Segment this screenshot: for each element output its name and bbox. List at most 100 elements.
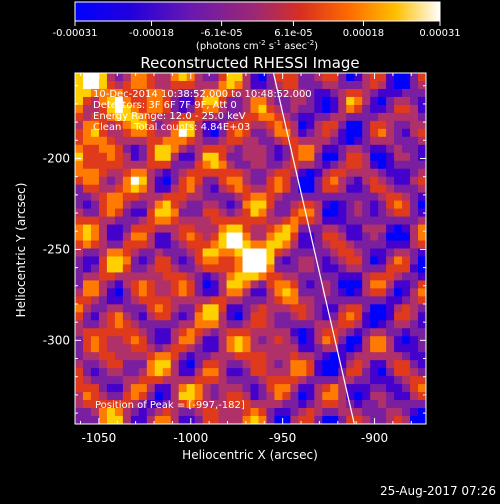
heatmap-cell (322, 176, 331, 186)
heatmap-cell (282, 344, 291, 353)
heatmap-cell (298, 352, 307, 361)
heatmap-cell (170, 216, 180, 225)
heatmap-cell (386, 216, 395, 225)
heatmap-cell (75, 184, 84, 194)
heatmap-cell (106, 352, 116, 361)
heatmap-cell (298, 120, 307, 130)
heatmap-cell (242, 360, 251, 369)
heatmap-cell (258, 232, 267, 241)
heatmap-cell (194, 192, 204, 202)
heatmap-cell (386, 352, 395, 361)
heatmap-cell (122, 336, 132, 345)
heatmap-cell (290, 136, 299, 146)
heatmap-cell (98, 288, 108, 297)
heatmap-cell (346, 200, 355, 210)
heatmap-cell (146, 96, 156, 106)
heatmap-cell (282, 272, 291, 281)
heatmap-cell (410, 128, 419, 138)
heatmap-cell (130, 73, 140, 82)
heatmap-cell (298, 264, 307, 273)
heatmap-cell (146, 152, 156, 162)
heatmap-cell (346, 416, 355, 424)
heatmap-cell (378, 168, 387, 178)
heatmap-cell (362, 392, 371, 401)
heatmap-cell (130, 200, 140, 210)
heatmap-cell (250, 168, 259, 178)
heatmap-cell (346, 296, 355, 305)
heatmap-cell (82, 400, 92, 409)
heatmap-cell (202, 392, 212, 401)
heatmap-cell (194, 128, 204, 138)
heatmap-cell (170, 328, 180, 337)
heatmap-cell (202, 352, 212, 361)
heatmap-cell (362, 352, 371, 361)
heatmap-cell (242, 384, 251, 393)
heatmap-cell (314, 136, 323, 146)
heatmap-cell (90, 312, 100, 321)
heatmap-cell (258, 416, 267, 424)
heatmap-cell (306, 328, 315, 337)
heatmap-cell (170, 168, 180, 178)
heatmap-cell (250, 248, 259, 257)
heatmap-cell (114, 160, 124, 170)
heatmap-cell (402, 232, 411, 241)
heatmap-cell (330, 392, 339, 401)
heatmap-cell (258, 352, 267, 361)
heatmap-cell (138, 400, 148, 409)
heatmap-cell (242, 120, 251, 130)
heatmap-cell (130, 224, 140, 233)
heatmap-cell (354, 360, 363, 369)
heatmap-cell (290, 328, 299, 337)
heatmap-cell (346, 152, 355, 162)
heatmap-cell (178, 96, 188, 106)
heatmap-cell (306, 73, 315, 82)
heatmap-cell (346, 96, 355, 106)
heatmap-cell (346, 320, 355, 329)
heatmap-cell (330, 288, 339, 297)
heatmap-cell (354, 256, 363, 265)
heatmap-cell (274, 104, 283, 114)
heatmap-cell (330, 352, 339, 361)
heatmap-cell (122, 96, 132, 106)
heatmap-cell (186, 120, 196, 130)
heatmap-cell (394, 248, 403, 257)
heatmap-cell (290, 384, 299, 393)
heatmap-cell (162, 304, 172, 313)
heatmap-cell (98, 256, 108, 265)
heatmap-cell (266, 320, 275, 329)
heatmap-cell (130, 136, 140, 146)
heatmap-cell (218, 376, 227, 385)
heatmap-cell (162, 344, 172, 353)
heatmap-cell (186, 112, 196, 122)
heatmap-cell (202, 200, 212, 210)
heatmap-cell (402, 192, 411, 202)
heatmap-cell (194, 328, 204, 337)
heatmap-cell (418, 248, 426, 257)
heatmap-cell (122, 112, 132, 122)
heatmap-cell (82, 360, 92, 369)
heatmap-cell (378, 312, 387, 321)
heatmap-cell (346, 384, 355, 393)
heatmap-cell (258, 184, 267, 194)
heatmap-cell (170, 88, 180, 98)
heatmap-cell (338, 224, 347, 233)
heatmap-cell (378, 224, 387, 233)
heatmap-cell (146, 176, 156, 186)
heatmap-cell (218, 384, 227, 393)
heatmap-cell (370, 376, 379, 385)
heatmap-cell (370, 208, 379, 217)
heatmap-cell (178, 264, 188, 273)
heatmap-cell (138, 384, 148, 393)
heatmap-cell (138, 344, 148, 353)
heatmap-cell (306, 272, 315, 281)
heatmap-cell (306, 224, 315, 233)
heatmap-cell (410, 208, 419, 217)
heatmap-cell (282, 320, 291, 329)
heatmap-cell (378, 73, 387, 82)
heatmap-cell (242, 136, 251, 146)
heatmap-cell (290, 304, 299, 313)
heatmap-cell (418, 320, 426, 329)
heatmap-cell (146, 136, 156, 146)
heatmap-cell (186, 104, 196, 114)
heatmap-cell (82, 320, 92, 329)
